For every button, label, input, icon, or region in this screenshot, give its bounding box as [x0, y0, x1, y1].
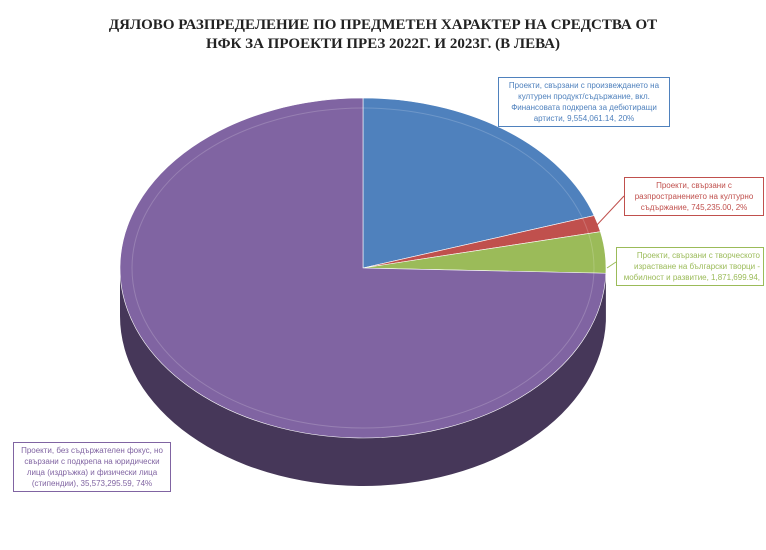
chart-title-line-2: НФК ЗА ПРОЕКТИ ПРЕЗ 2022Г. И 2023Г. (В Л… [205, 36, 561, 52]
leader-line-mobility [606, 261, 617, 269]
chart-title-line-1: ДЯЛОВО РАЗПРЕДЕЛЕНИЕ ПО ПРЕДМЕТЕН ХАРАКТ… [108, 17, 658, 33]
slice-label-production: Проекти, свързани с произвеждането на ку… [498, 77, 670, 127]
slice-label-mobility: Проекти, свързани с творческото израства… [616, 247, 764, 286]
leader-line-distribution [595, 195, 625, 227]
pie-slice-production [362, 97, 595, 269]
slice-label-support: Проекти, без съдържателен фокус, но свър… [13, 442, 171, 492]
slice-label-distribution: Проекти, свързани с разпространението на… [624, 177, 764, 216]
pie-side-support [120, 268, 606, 486]
pie-highlight-ring [131, 107, 595, 429]
pie-slice-support [119, 97, 607, 439]
